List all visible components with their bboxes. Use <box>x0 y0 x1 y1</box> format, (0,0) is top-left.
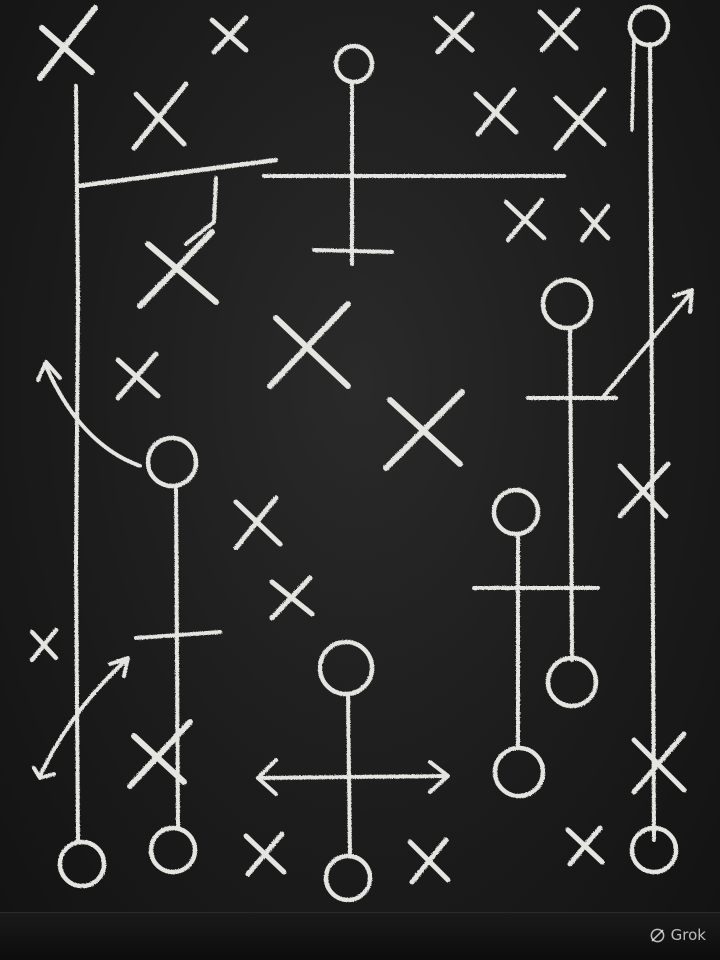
x-mark <box>579 203 611 243</box>
x-mark <box>131 81 189 151</box>
route-line <box>184 176 218 246</box>
x-mark <box>29 627 59 663</box>
arrows <box>32 288 694 780</box>
player-right-middle <box>472 487 600 750</box>
x-mark <box>553 87 607 151</box>
x-mark <box>267 301 351 389</box>
curved-arrow <box>44 364 142 468</box>
player-bottom-left-2 <box>148 825 198 875</box>
grok-logo-icon <box>650 928 665 942</box>
arrow-head <box>36 360 62 382</box>
x-marks <box>29 5 687 885</box>
chalk-tray <box>0 912 720 960</box>
x-mark <box>617 461 671 519</box>
x-mark <box>407 837 451 885</box>
curved-arrow <box>38 658 128 778</box>
x-mark <box>233 495 283 551</box>
x-mark <box>127 719 193 789</box>
player-right-lower <box>545 655 599 709</box>
route-line <box>75 157 279 189</box>
x-mark <box>503 197 547 243</box>
arrow-head <box>108 656 130 678</box>
route-line <box>74 84 80 842</box>
route-lines <box>74 34 656 842</box>
x-mark <box>433 11 475 55</box>
x-mark <box>473 87 519 137</box>
diagonal-arrow <box>602 292 692 398</box>
player-top-right <box>627 4 671 48</box>
arrow-head <box>672 288 694 314</box>
x-mark <box>269 575 315 621</box>
x-mark <box>137 229 219 309</box>
player-right-upper <box>526 277 618 662</box>
player-bottom-center-2 <box>323 853 373 903</box>
route-line <box>630 34 636 132</box>
player-left-middle <box>134 435 222 830</box>
x-mark <box>115 351 161 401</box>
x-mark <box>383 389 465 471</box>
x-mark <box>565 825 605 867</box>
player-bottom-left <box>57 839 107 889</box>
x-mark <box>209 15 249 55</box>
player-bottom-right <box>629 825 679 875</box>
x-mark <box>631 731 687 795</box>
player-right-bottom-middle <box>492 745 546 799</box>
x-mark <box>37 5 98 81</box>
route-line <box>648 42 656 842</box>
player-bottom-center <box>256 639 450 858</box>
arrow-head <box>32 766 56 780</box>
x-mark <box>537 7 581 53</box>
watermark: Grok <box>649 926 706 944</box>
x-mark <box>243 831 287 877</box>
players <box>57 4 679 903</box>
player-top-center <box>312 43 394 266</box>
watermark-text: Grok <box>670 926 706 944</box>
